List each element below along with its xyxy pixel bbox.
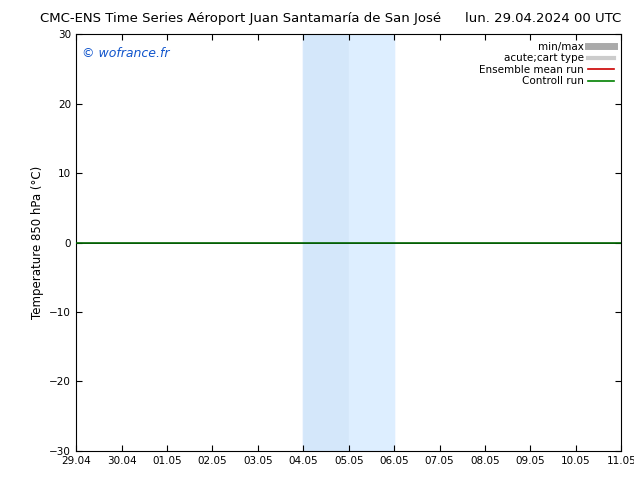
Bar [303,34,349,451]
Y-axis label: Temperature 850 hPa (°C): Temperature 850 hPa (°C) [31,166,44,319]
Legend: min/max, acute;cart type, Ensemble mean run, Controll run: min/max, acute;cart type, Ensemble mean … [477,40,616,88]
Bar [303,34,394,451]
Text: © wofrance.fr: © wofrance.fr [82,47,169,60]
Text: lun. 29.04.2024 00 UTC: lun. 29.04.2024 00 UTC [465,12,621,25]
Text: CMC-ENS Time Series Aéroport Juan Santamaría de San José: CMC-ENS Time Series Aéroport Juan Santam… [41,12,441,25]
Bar [349,34,394,451]
